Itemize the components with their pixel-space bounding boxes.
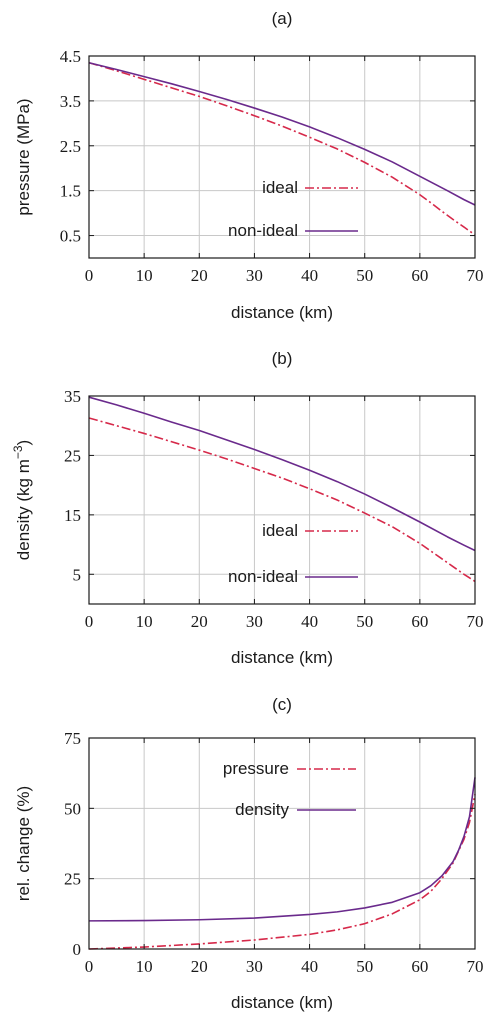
x-tick-label: 50 xyxy=(356,612,373,631)
series-line-ideal xyxy=(88,417,476,583)
series-line-ideal xyxy=(88,61,476,236)
y-tick-label: 5 xyxy=(73,565,82,584)
x-tick-label: 70 xyxy=(467,612,484,631)
y-tick-label: 1.5 xyxy=(60,182,81,201)
x-tick-label: 30 xyxy=(246,612,263,631)
y-tick-label: 0.5 xyxy=(60,227,81,246)
x-tick-label: 60 xyxy=(411,612,428,631)
legend-label: non-ideal xyxy=(228,221,298,240)
y-axis-label: density (kg m−3) xyxy=(11,440,33,560)
series-line-non-ideal xyxy=(88,396,476,552)
legend-label: pressure xyxy=(223,759,289,778)
x-tick-label: 30 xyxy=(246,957,263,976)
legend-label: ideal xyxy=(262,178,298,197)
y-axis-label-main: density (kg m xyxy=(14,459,33,560)
panel-title: (c) xyxy=(272,695,292,714)
x-axis-label: distance (km) xyxy=(231,303,333,322)
x-tick-label: 10 xyxy=(136,266,153,285)
y-tick-label: 2.5 xyxy=(60,137,81,156)
x-tick-label: 0 xyxy=(85,957,94,976)
y-tick-label: 15 xyxy=(64,506,81,525)
x-tick-label: 60 xyxy=(411,266,428,285)
x-tick-label: 10 xyxy=(136,612,153,631)
plot-frame xyxy=(88,737,476,950)
x-tick-label: 20 xyxy=(191,957,208,976)
x-tick-label: 50 xyxy=(356,957,373,976)
x-tick-label: 20 xyxy=(191,612,208,631)
x-tick-label: 20 xyxy=(191,266,208,285)
y-tick-label: 35 xyxy=(64,387,81,406)
x-tick-label: 30 xyxy=(246,266,263,285)
chart-panel-2: ideal non-ideal 0 10 20 30 40 50 60 70 5 15 25 35 (b) d… xyxy=(11,349,484,667)
y-axis-label-main: rel. change (%) xyxy=(14,786,33,901)
legend-label: ideal xyxy=(262,521,298,540)
x-tick-label: 70 xyxy=(467,266,484,285)
y-axis-label-end: ) xyxy=(14,440,33,446)
x-tick-label: 60 xyxy=(411,957,428,976)
y-tick-label: 75 xyxy=(64,729,81,748)
chart-panel-1: ideal non-ideal 0 10 20 30 40 50 60 70 0.5 1.5 2.5 3.… xyxy=(14,9,484,322)
legend-label: non-ideal xyxy=(228,567,298,586)
y-axis-label: rel. change (%) xyxy=(14,786,33,901)
y-axis-label-superscript: −3 xyxy=(11,445,25,459)
y-tick-label: 25 xyxy=(64,446,81,465)
x-tick-label: 50 xyxy=(356,266,373,285)
x-tick-label: 40 xyxy=(301,612,318,631)
x-axis-label: distance (km) xyxy=(231,648,333,667)
y-tick-label: 0 xyxy=(73,940,82,959)
x-tick-label: 70 xyxy=(467,957,484,976)
plot-frame xyxy=(88,395,476,605)
series-line-density xyxy=(88,777,476,922)
x-tick-label: 10 xyxy=(136,957,153,976)
x-tick-label: 0 xyxy=(85,612,94,631)
y-tick-label: 4.5 xyxy=(60,47,81,66)
legend-label: density xyxy=(235,800,289,819)
y-axis-label: pressure (MPa) xyxy=(14,98,33,215)
x-axis-label: distance (km) xyxy=(231,993,333,1012)
x-tick-label: 40 xyxy=(301,957,318,976)
panel-title: (b) xyxy=(272,349,293,368)
series-line-non-ideal xyxy=(88,61,476,206)
panel-title: (a) xyxy=(272,9,293,28)
y-tick-label: 50 xyxy=(64,799,81,818)
y-tick-label: 3.5 xyxy=(60,92,81,111)
y-axis-label-main: pressure (MPa) xyxy=(14,98,33,215)
y-tick-label: 25 xyxy=(64,870,81,889)
x-tick-label: 40 xyxy=(301,266,318,285)
chart-panel-3: pressure density 0 10 20 30 40 50 60 70 0 25 50 75 (c)… xyxy=(14,695,484,1012)
plot-frame xyxy=(88,55,476,259)
x-tick-label: 0 xyxy=(85,266,94,285)
